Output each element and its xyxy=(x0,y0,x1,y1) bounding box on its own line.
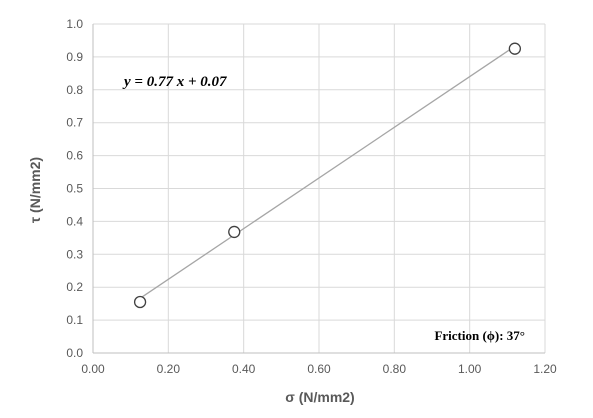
y-axis-label: τ (N/mm2) xyxy=(27,157,43,223)
y-tick-label: 0.5 xyxy=(66,182,83,196)
trendline xyxy=(139,45,516,299)
x-tick-label: 1.20 xyxy=(533,362,557,376)
x-tick-label: 0.60 xyxy=(307,362,331,376)
x-tick-label: 0.20 xyxy=(157,362,181,376)
tick-labels: 0.0 0.1 0.2 0.3 0.4 0.5 0.6 0.7 0.8 0.9 1.0 0.00 0.2… xyxy=(66,17,557,376)
data-point xyxy=(228,225,241,239)
data-point xyxy=(133,295,147,309)
y-tick-label: 0.4 xyxy=(66,214,83,228)
y-tick-label: 0.6 xyxy=(66,149,83,163)
data-points xyxy=(133,42,522,309)
trendline-segment xyxy=(139,45,516,299)
x-tick-label: 0.00 xyxy=(81,362,105,376)
data-point xyxy=(508,42,522,55)
y-tick-label: 0.7 xyxy=(66,116,83,130)
y-tick-label: 0.3 xyxy=(66,247,83,261)
trendline-equation: y = 0.77 x + 0.07 xyxy=(122,74,227,90)
x-axis-label: σ (N/mm2) xyxy=(285,389,354,405)
x-tick-label: 0.80 xyxy=(383,362,407,376)
y-tick-label: 0.0 xyxy=(66,346,83,360)
y-tick-label: 1.0 xyxy=(66,17,83,31)
friction-angle-annotation: Friction (ϕ): 37° xyxy=(434,328,525,343)
y-tick-label: 0.2 xyxy=(66,280,83,294)
x-tick-label: 1.00 xyxy=(458,362,482,376)
y-tick-label: 0.1 xyxy=(66,313,83,327)
grid-lines xyxy=(93,23,546,353)
x-tick-label: 0.40 xyxy=(232,362,256,376)
y-tick-label: 0.9 xyxy=(66,50,83,64)
axes xyxy=(92,24,545,354)
y-tick-label: 0.8 xyxy=(66,83,83,97)
